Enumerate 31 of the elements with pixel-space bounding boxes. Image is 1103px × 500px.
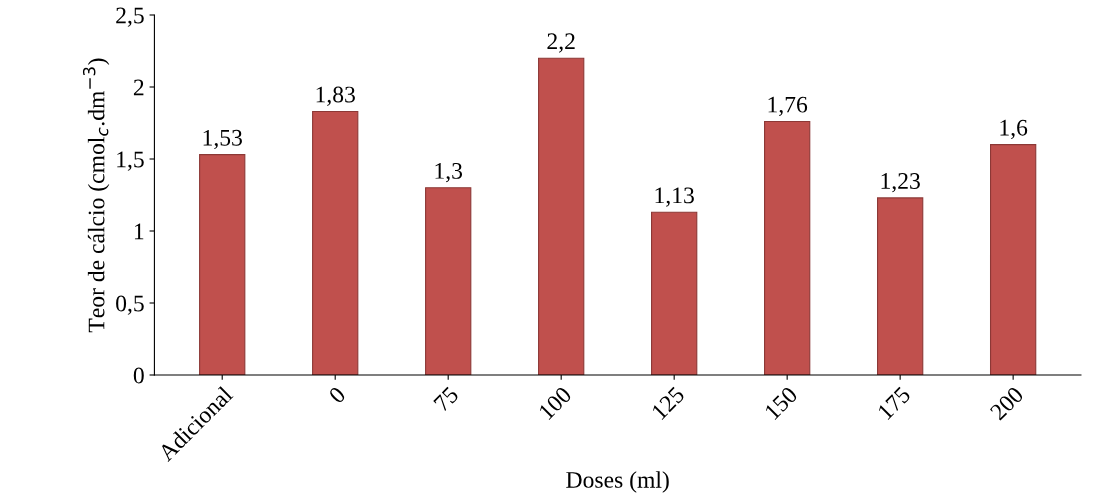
data-label: 1,3 (435, 162, 463, 183)
x-tick-label: 100 (538, 385, 573, 421)
bar (651, 211, 698, 375)
x-tick-label: 0 (327, 385, 347, 405)
y-tick-label: 0,5 (116, 295, 144, 315)
x-tick-label: 200 (989, 385, 1025, 421)
x-tick-label: 125 (651, 385, 686, 421)
y-tick-label: 1,5 (117, 151, 144, 171)
data-label: 1,23 (881, 173, 920, 193)
bar (764, 121, 811, 375)
y-axis-title: Teor de cálcio (cmol$_{c}$.dm$^{−3}$) (82, 58, 110, 333)
data-label: 1,6 (1000, 119, 1028, 140)
bar (877, 197, 924, 375)
data-label: 2,2 (547, 33, 575, 53)
x-axis-title: Doses (ml) (566, 471, 669, 493)
bar (989, 144, 1037, 375)
data-label: 1,76 (768, 96, 808, 116)
y-tick-label: 1 (134, 223, 144, 240)
x-tick-label: 175 (877, 385, 912, 421)
data-label: 1,53 (203, 129, 242, 150)
data-label: 1,83 (316, 86, 355, 106)
bar (425, 187, 472, 375)
y-tick-label: 2,5 (116, 7, 144, 27)
bar (538, 57, 585, 375)
x-tick-label: 150 (764, 385, 799, 421)
y-tick-label: 0 (133, 367, 144, 384)
bar (199, 154, 246, 375)
x-tick-label: 75 (433, 386, 460, 413)
y-tick-label: 2 (133, 79, 144, 96)
data-label: 1,13 (655, 187, 694, 207)
bar (312, 110, 359, 375)
